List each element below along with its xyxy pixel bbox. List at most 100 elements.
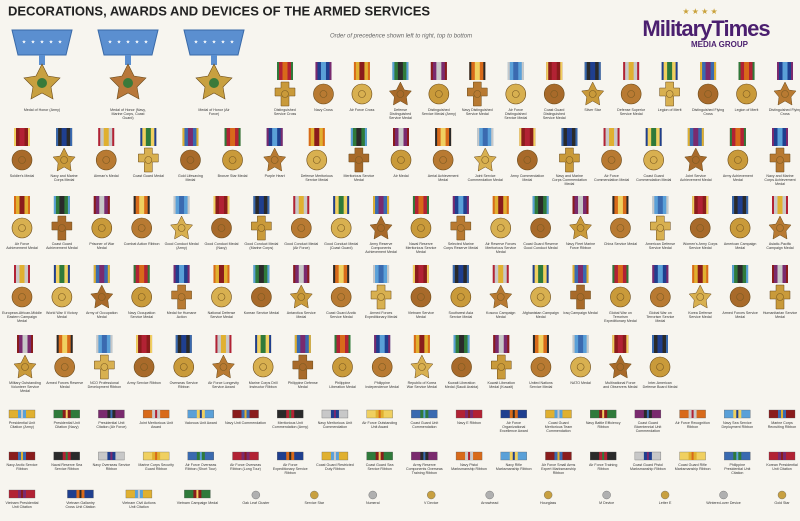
medal-disc <box>610 286 631 308</box>
ribbon-stripe <box>182 128 185 146</box>
medal-emblem <box>616 224 625 232</box>
ribbon-stripe <box>224 128 227 146</box>
medal-emblem <box>457 224 465 232</box>
ribbon-stripe <box>291 62 293 80</box>
ribbon-stripe <box>387 196 390 214</box>
medal-label: Global War on Terrorism Expeditionary Meda… <box>604 311 637 323</box>
medal-emblem <box>21 363 29 371</box>
medal-disc <box>11 286 33 308</box>
medal-emblem <box>704 90 712 98</box>
medal-emblem <box>691 156 700 164</box>
medal-emblem <box>696 293 705 301</box>
ribbon-stripe <box>426 265 429 283</box>
medal-emblem <box>776 156 784 164</box>
ribbon-stripe <box>67 265 70 283</box>
ribbon-stripe <box>732 265 735 283</box>
medal-emblem <box>97 293 106 301</box>
ribbon-star: ★ <box>49 39 54 45</box>
ribbon-stripe <box>657 265 663 283</box>
medal-emblem <box>102 156 111 164</box>
medal-label: Presidential Unit Citation (Navy) <box>54 421 80 429</box>
ribbon-stripe <box>338 196 344 214</box>
ribbon-stripe <box>187 128 193 146</box>
medal-cross <box>138 147 159 173</box>
ribbon-stripe <box>691 452 694 460</box>
medal-disc <box>390 149 412 171</box>
medal-star <box>90 284 114 309</box>
ribbon-stripe <box>533 128 536 146</box>
ribbon-stripe <box>692 265 695 283</box>
medal-disc <box>54 356 75 378</box>
ribbon-stripe <box>661 62 664 80</box>
medal-label: Global War on Terrorism Service Medal <box>646 311 674 323</box>
medal-label: Air Reserve Forces Meritorious Service Med… <box>485 242 516 254</box>
medal-label: Distinguished Flying Cross <box>692 108 724 116</box>
ribbon-stripe <box>412 265 415 283</box>
neck-ribbon <box>97 29 159 56</box>
ribbon-stripe <box>277 62 279 80</box>
medal-emblem <box>536 293 545 301</box>
medal-label: Philippine Defense Medal <box>288 381 318 389</box>
ribbon-stripe <box>482 128 488 146</box>
medal-emblem <box>576 363 585 371</box>
ribbon-stripe <box>14 128 16 146</box>
ribbon-stripe <box>308 335 311 353</box>
ribbon-stripe <box>227 265 230 283</box>
medal-emblem <box>649 156 658 164</box>
ribbon-stripe <box>289 410 292 418</box>
ribbon-stripe <box>266 128 269 146</box>
medal-star <box>369 215 393 240</box>
ribbon-stripe <box>347 265 350 283</box>
medal-label: Coast Guard Reserve Good Conduct Medal <box>523 242 558 250</box>
medal-label: Coast Guard Bicentennial Unit Commendation <box>634 421 661 433</box>
medal-emblem <box>259 363 267 371</box>
medal-disc <box>428 83 450 105</box>
ribbon-stripe <box>578 335 584 353</box>
ribbon-stripe <box>298 196 304 214</box>
ribbon-stripe <box>244 452 247 460</box>
ribbon-stripe <box>652 196 655 214</box>
medal-emblem <box>18 156 26 164</box>
medal-disc <box>11 149 33 171</box>
medal-disc <box>649 356 671 378</box>
medal-cross <box>570 284 591 310</box>
medal-disc <box>330 286 352 308</box>
medal-label: V Device <box>424 501 438 505</box>
medal-disc <box>306 149 328 171</box>
medal-disc <box>211 286 232 308</box>
ribbon-stripe <box>777 196 783 214</box>
medal-emblem <box>537 363 545 371</box>
medal-emblem <box>60 156 68 164</box>
ribbon-stripe <box>141 335 147 353</box>
ribbon-stripe <box>617 196 623 214</box>
ribbon-stripe <box>269 335 272 353</box>
ribbon-stripe <box>392 62 395 80</box>
ribbon-stripe <box>253 265 256 283</box>
medal-disc <box>131 217 152 239</box>
medal-cross <box>467 81 488 107</box>
ribbon-stripe <box>378 265 384 283</box>
ribbon-stripe <box>603 128 606 146</box>
ribbon-stripe <box>155 410 158 418</box>
medal-label: Service Star <box>305 501 325 505</box>
ribbon-stripe <box>213 196 216 214</box>
ribbon-stripe <box>786 196 788 214</box>
medal-disc <box>570 356 591 378</box>
ribbon-stripe <box>781 410 783 418</box>
medal-emblem <box>60 363 69 371</box>
ribbon-stripe <box>546 265 549 283</box>
medal-emblem <box>418 363 426 371</box>
medal-emblem <box>337 293 345 301</box>
ribbon-stripe <box>267 196 270 214</box>
medal-label: Good Conduct Medal (Air Force) <box>284 242 318 250</box>
ribbon-stripe <box>93 265 96 283</box>
device <box>485 490 494 500</box>
medal-label: Humanitarian Service Medal <box>763 311 797 319</box>
medal-label: Numeral <box>366 501 380 505</box>
medal-label: Philippine Independence Medal <box>365 381 399 389</box>
medal-disc <box>351 83 373 105</box>
medal-star <box>581 81 605 106</box>
ribbon-stripe <box>21 410 23 418</box>
ribbon-stripe <box>735 128 741 146</box>
medal-disc <box>410 217 432 239</box>
